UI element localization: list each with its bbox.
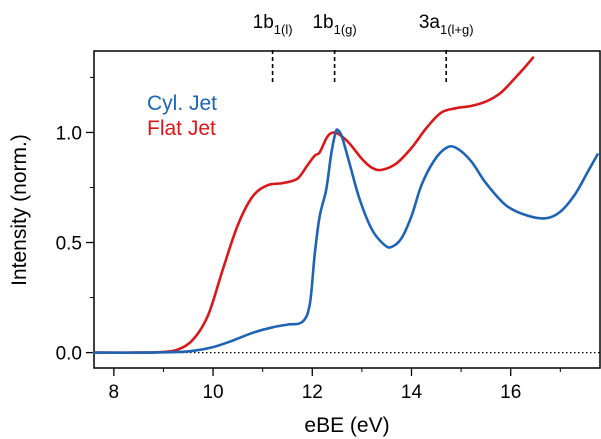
- x-tick-label: 8: [109, 382, 120, 403]
- series-layer: [92, 56, 599, 354]
- annotation-label: 1b1(l): [253, 12, 293, 37]
- legend-entry-cyl-jet: Cyl. Jet: [147, 92, 217, 115]
- annotation-main: 3a: [419, 12, 441, 33]
- x-tick-label: 10: [202, 382, 223, 403]
- plot-frame: [93, 50, 601, 369]
- annotation-label: 1b1(g): [312, 12, 356, 37]
- y-axis-title: Intensity (norm.): [8, 134, 31, 286]
- y-tick-label: 0.5: [56, 234, 82, 255]
- annotation-subscript: 1(l): [274, 22, 293, 37]
- y-tick-label: 0.0: [56, 344, 82, 365]
- annotation-layer: 1b1(l) 1b1(g) 3a1(l+g): [253, 12, 474, 82]
- annotation-subscript: 1(g): [334, 22, 357, 37]
- annotation-main: 1b: [312, 12, 333, 33]
- y-tick-label: 1.0: [56, 123, 82, 144]
- annotation-label: 3a1(l+g): [419, 12, 474, 37]
- x-axis-title: eBE (eV): [304, 414, 389, 437]
- x-tick-label: 14: [401, 382, 423, 403]
- series-line-flat-jet: [92, 56, 535, 354]
- x-tick-label: 16: [500, 382, 521, 403]
- x-tick-label: 12: [302, 382, 323, 403]
- annotation-subscript: 1(l+g): [440, 22, 474, 37]
- x-axis: 8 10 12 14 16: [109, 368, 561, 403]
- y-axis: 0.0 0.5 1.0: [56, 76, 94, 365]
- series-line-cyl-jet: [92, 128, 599, 354]
- annotation-main: 1b: [253, 12, 274, 33]
- legend-entry-flat-jet: Flat Jet: [147, 117, 216, 140]
